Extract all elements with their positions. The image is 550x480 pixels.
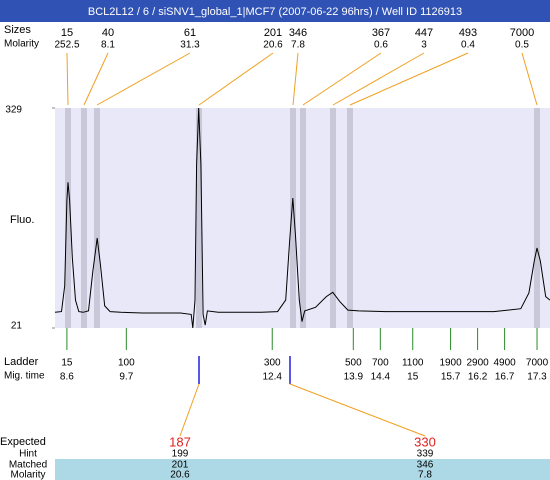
ladder-time: 16.2 bbox=[468, 372, 488, 383]
ladder-time: 9.7 bbox=[119, 372, 133, 383]
peak-size: 447 bbox=[415, 27, 433, 39]
mig-time-label: Mig. time bbox=[4, 371, 45, 382]
ladder-size: 300 bbox=[264, 358, 281, 369]
peak-band bbox=[65, 108, 71, 328]
molarity-label: Molarity bbox=[10, 470, 45, 480]
ladder-time: 17.3 bbox=[527, 372, 547, 383]
ladder-size: 1900 bbox=[439, 358, 462, 369]
peak-connector bbox=[66, 52, 69, 106]
peak-connector bbox=[96, 52, 191, 106]
title-bar bbox=[0, 0, 550, 22]
ladder-time: 14.4 bbox=[371, 372, 391, 383]
peak-molarity: 20.6 bbox=[263, 40, 283, 51]
peak-band bbox=[290, 108, 296, 328]
peak-connector bbox=[332, 52, 425, 106]
y-tick-label: 329 bbox=[5, 105, 22, 116]
molarity-value: 20.6 bbox=[170, 470, 190, 480]
peak-size: 15 bbox=[61, 27, 73, 39]
trace bbox=[54, 107, 550, 329]
peak-size: 61 bbox=[184, 27, 196, 39]
peak-size: 367 bbox=[372, 27, 390, 39]
expected-value: 330 bbox=[414, 434, 436, 449]
matched-value: 201 bbox=[172, 460, 189, 471]
peak-molarity: 0.4 bbox=[461, 40, 475, 51]
ladder-time: 15 bbox=[407, 372, 419, 383]
peak-connector bbox=[521, 52, 538, 106]
matched-band bbox=[55, 459, 550, 480]
expected-label: Expected bbox=[0, 436, 46, 448]
matched-label: Matched bbox=[9, 460, 47, 471]
peak-molarity: 8.1 bbox=[101, 40, 115, 51]
ladder-time: 13.9 bbox=[344, 372, 364, 383]
ladder-size: 7000 bbox=[526, 358, 549, 369]
y-tick-label: 21 bbox=[11, 321, 23, 332]
peak-band bbox=[300, 108, 306, 328]
peak-molarity: 3 bbox=[421, 40, 427, 51]
peak-size: 201 bbox=[264, 27, 282, 39]
ladder-size: 1100 bbox=[402, 358, 424, 369]
ladder-size: 2900 bbox=[466, 358, 489, 369]
peak-connector bbox=[292, 52, 299, 106]
title: BCL2L12 / 6 / siSNV1_global_1|MCF7 (2007… bbox=[88, 6, 462, 18]
ladder-size: 4900 bbox=[493, 358, 516, 369]
matched-value: 346 bbox=[417, 460, 434, 471]
peak-band bbox=[347, 108, 353, 328]
peak-molarity: 31.3 bbox=[180, 40, 200, 51]
peak-band bbox=[81, 108, 87, 328]
sizes-label: Sizes bbox=[4, 24, 31, 36]
peak-band bbox=[534, 108, 540, 328]
ladder-label: Ladder bbox=[4, 356, 39, 368]
hint-label: Hint bbox=[19, 449, 37, 460]
peak-band bbox=[330, 108, 336, 328]
expected-value: 187 bbox=[169, 434, 191, 449]
peak-molarity: 7.8 bbox=[291, 40, 305, 51]
ladder-size: 500 bbox=[345, 358, 362, 369]
molarity-label: Molarity bbox=[4, 39, 39, 50]
peak-size: 346 bbox=[289, 27, 307, 39]
peak-band bbox=[196, 108, 202, 328]
peak-molarity: 0.5 bbox=[515, 40, 529, 51]
ladder-time: 16.7 bbox=[495, 372, 515, 383]
peak-connector bbox=[302, 52, 382, 106]
y-label: Fluo. bbox=[10, 214, 34, 226]
peak-size: 7000 bbox=[510, 27, 534, 39]
hint-value: 339 bbox=[417, 449, 434, 460]
peak-band bbox=[94, 108, 100, 328]
ladder-size: 15 bbox=[61, 358, 73, 369]
ladder-size: 700 bbox=[372, 358, 389, 369]
molarity-value: 7.8 bbox=[418, 470, 432, 480]
ladder-time: 12.4 bbox=[263, 372, 283, 383]
match-connector bbox=[179, 383, 200, 437]
peak-size: 493 bbox=[459, 27, 477, 39]
peak-molarity: 0.6 bbox=[374, 40, 388, 51]
peak-connector bbox=[83, 52, 109, 106]
ladder-time: 15.7 bbox=[441, 372, 461, 383]
peak-molarity: 252.5 bbox=[54, 40, 79, 51]
hint-value: 199 bbox=[172, 449, 189, 460]
peak-connector bbox=[198, 52, 274, 106]
peak-size: 40 bbox=[102, 27, 114, 39]
ladder-time: 8.6 bbox=[60, 372, 74, 383]
match-connector bbox=[289, 383, 426, 437]
peak-connector bbox=[349, 52, 469, 106]
ladder-size: 100 bbox=[118, 358, 135, 369]
